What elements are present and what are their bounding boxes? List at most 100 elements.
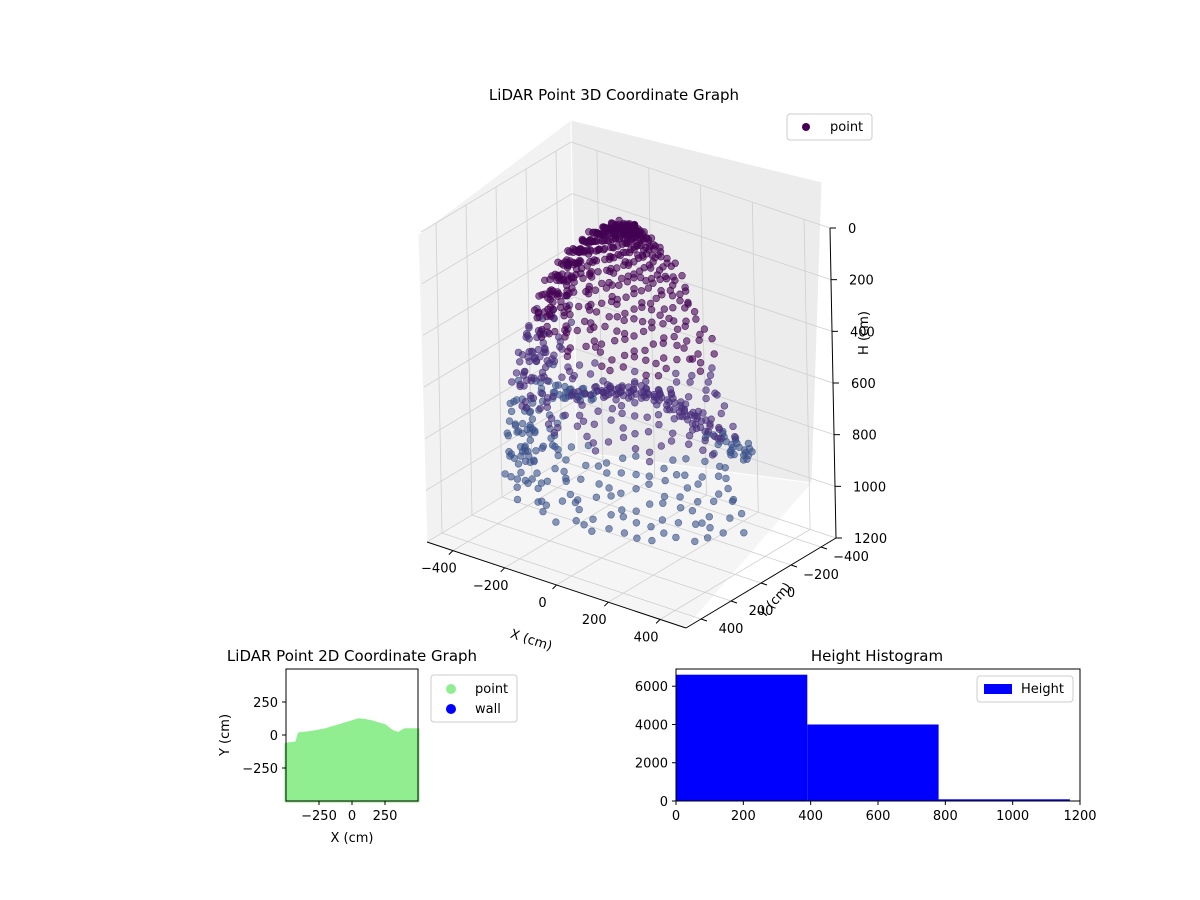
point-3d <box>648 318 656 326</box>
point-3d <box>680 344 688 352</box>
point-3d <box>642 377 650 386</box>
point-3d <box>586 247 595 255</box>
point-3d <box>561 411 569 419</box>
grid-z-right <box>573 296 834 384</box>
point-3d <box>660 305 668 313</box>
point-3d <box>685 432 694 440</box>
point-3d <box>510 454 518 462</box>
point-3d <box>580 237 588 245</box>
chart-3d-zlabel: H (cm) <box>857 311 872 355</box>
point-3d <box>673 355 681 364</box>
point-3d <box>567 443 576 451</box>
point-3d <box>619 363 627 371</box>
point-3d <box>737 509 746 518</box>
point-3d <box>587 273 596 281</box>
point-3d <box>676 504 685 512</box>
point-3d <box>618 409 626 418</box>
chart-hist: Height Histogram 0 200 400 600 800 1000 1200 0 2… <box>635 647 1097 824</box>
point-3d <box>575 411 584 420</box>
point-3d <box>630 347 638 355</box>
point-3d <box>598 362 606 370</box>
point-3d <box>705 513 713 521</box>
point-3d <box>672 369 680 378</box>
y-tick-mark <box>760 582 768 586</box>
point-3d <box>740 529 748 537</box>
point-3d <box>674 519 683 527</box>
y-tick-label: 400 <box>719 622 744 637</box>
chart-hist-title: Height Histogram <box>811 647 943 665</box>
point-3d <box>719 529 727 537</box>
point-3d <box>643 413 651 421</box>
point-3d <box>553 273 562 281</box>
chart-hist-legend-box <box>976 675 1074 703</box>
y-tick-label: 4000 <box>635 718 668 733</box>
z-tick-label: 600 <box>851 377 876 392</box>
point-3d <box>543 403 551 411</box>
grid-z-right <box>576 451 837 539</box>
point-3d <box>553 288 562 296</box>
point-3d <box>544 420 553 428</box>
point-3d <box>672 471 681 479</box>
point-3d <box>682 412 690 420</box>
point-3d <box>669 456 677 464</box>
point-3d <box>569 288 578 296</box>
point-3d <box>660 529 668 537</box>
point-3d <box>701 436 709 445</box>
hist-bar <box>807 724 939 801</box>
point-3d <box>656 275 664 284</box>
point-3d <box>529 348 537 356</box>
point-3d <box>654 411 663 419</box>
point-3d <box>594 462 603 470</box>
point-3d <box>715 425 723 433</box>
point-3d <box>672 378 681 386</box>
grid-z-right <box>571 193 832 281</box>
point-3d <box>575 361 584 369</box>
z-tick-label: 1200 <box>854 532 887 547</box>
point-3d <box>530 456 538 464</box>
point-3d <box>667 262 675 270</box>
point-3d <box>537 497 546 505</box>
point-3d <box>572 516 580 525</box>
y-tick-mark <box>730 600 738 604</box>
point-3d <box>670 332 678 341</box>
point-3d <box>508 378 516 386</box>
point-3d <box>591 359 599 367</box>
chart-3d-xlabel: X (cm) <box>508 627 554 655</box>
point-3d <box>623 278 632 286</box>
point-3d <box>570 372 578 380</box>
point-3d <box>519 371 528 379</box>
point-3d <box>558 345 566 353</box>
x-tick-label: −200 <box>473 579 509 594</box>
point-3d <box>630 274 638 282</box>
point-3d <box>580 521 588 529</box>
y-tick-label: 250 <box>253 696 278 711</box>
point-3d <box>676 297 684 305</box>
point-3d <box>521 476 530 485</box>
point-3d <box>505 417 514 425</box>
point-3d <box>642 393 650 402</box>
point-3d <box>670 415 678 423</box>
point-3d <box>575 505 583 514</box>
point-3d <box>613 300 621 308</box>
point-3d <box>724 484 732 493</box>
hist-bar <box>676 674 808 801</box>
point-3d <box>692 315 700 323</box>
point-3d <box>696 367 705 375</box>
point-3d <box>566 490 575 499</box>
x-tick-label: 400 <box>634 630 659 645</box>
x-tick-label: −400 <box>421 562 457 577</box>
point-3d <box>590 323 598 331</box>
point-3d <box>563 352 572 361</box>
point-3d <box>504 432 512 440</box>
point-3d <box>586 370 595 378</box>
x-tick-label: 1000 <box>996 809 1029 824</box>
point-3d <box>562 474 570 482</box>
y-tick-label: −250 <box>242 762 278 777</box>
point-3d <box>514 460 523 468</box>
point-3d <box>728 497 737 505</box>
point-3d <box>631 399 639 407</box>
point-3d <box>597 340 606 348</box>
point-3d <box>589 515 597 523</box>
x-tick-label: 1200 <box>1063 809 1096 824</box>
point-3d <box>748 448 756 456</box>
